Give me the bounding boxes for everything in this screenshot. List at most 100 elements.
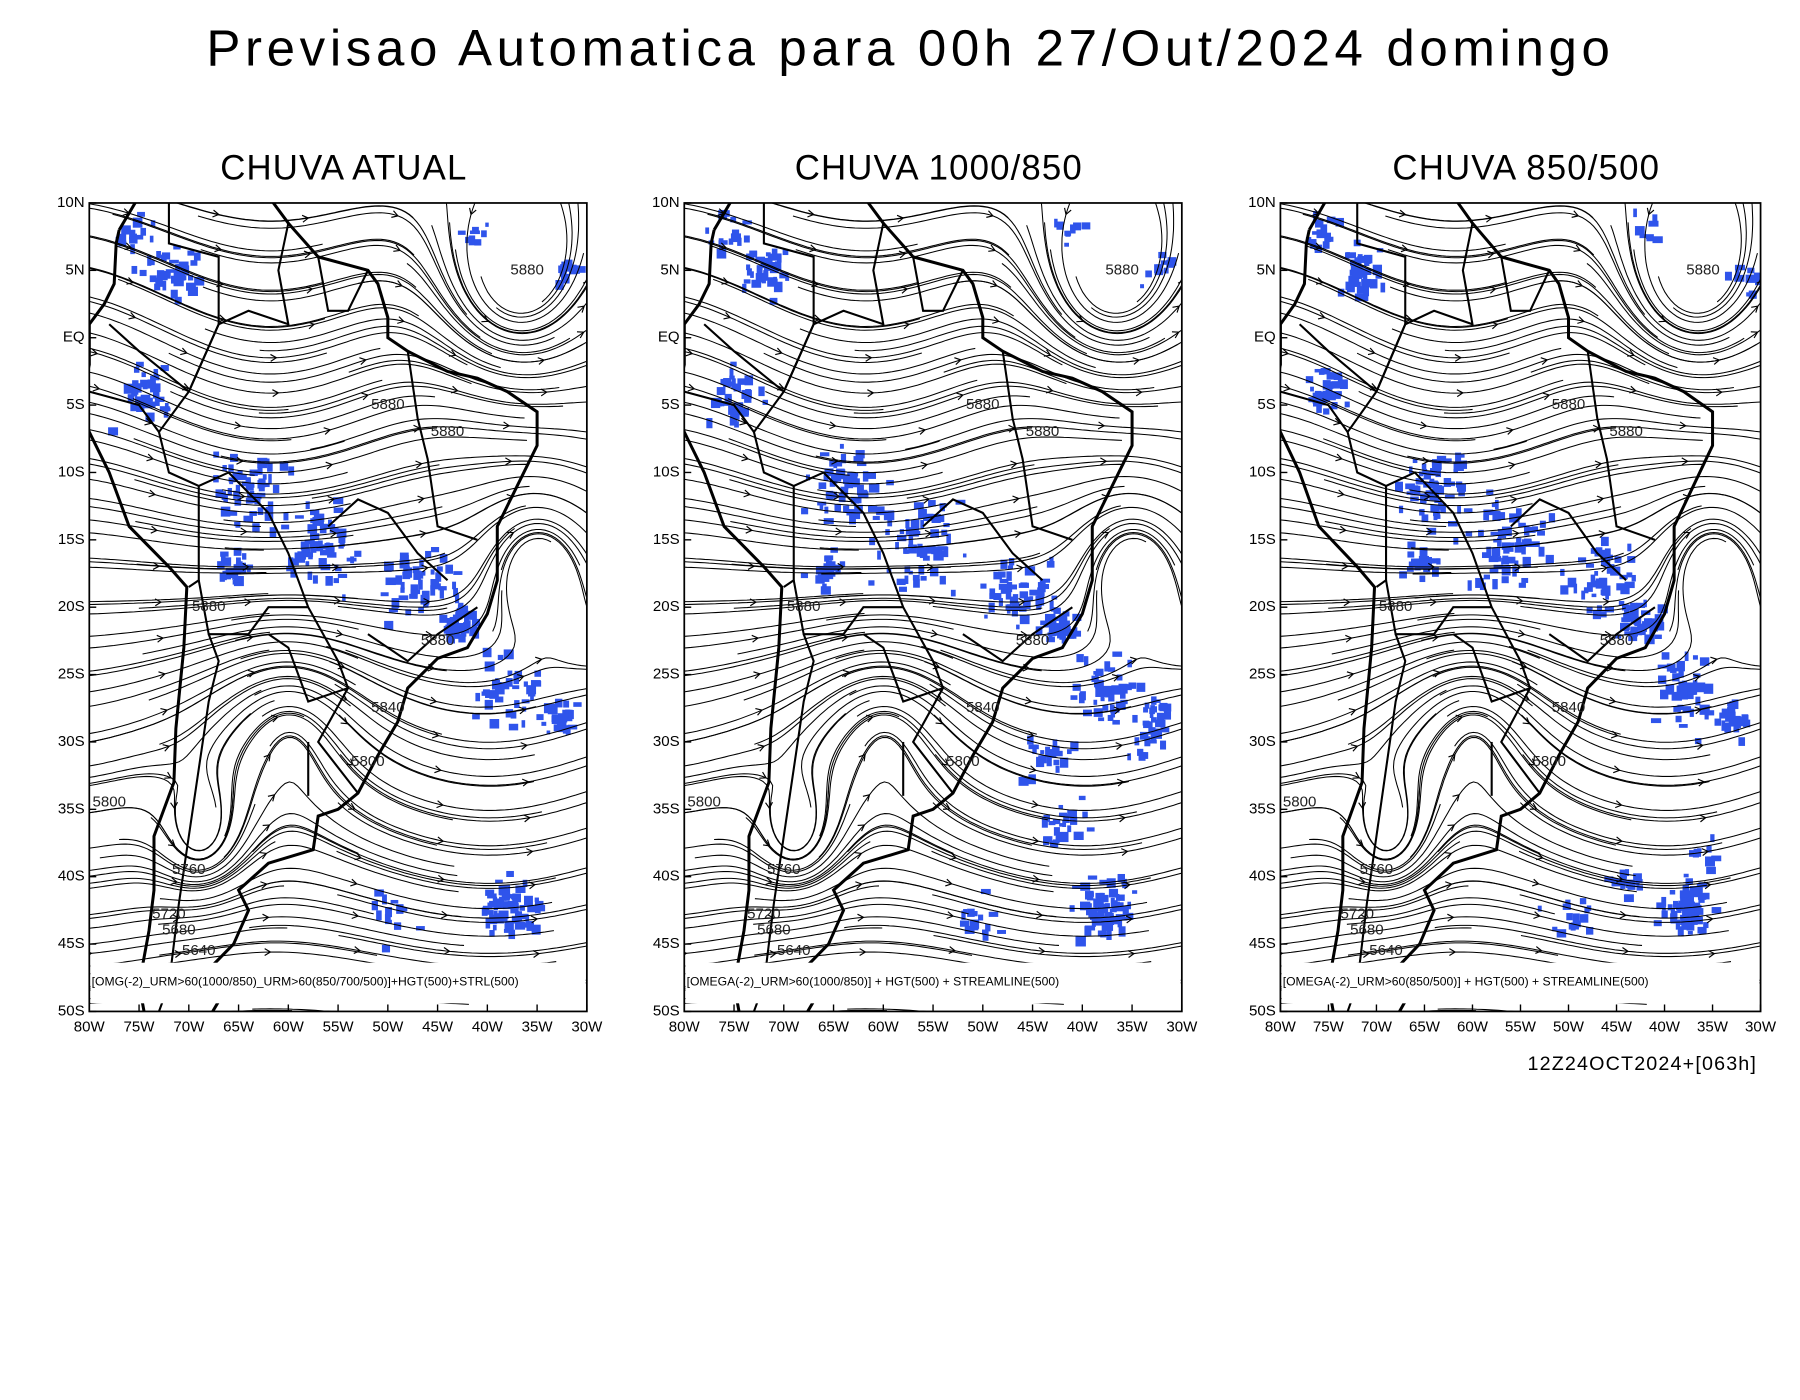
border — [1385, 580, 1492, 636]
rain-patch — [132, 217, 143, 228]
stream-arrow — [1404, 314, 1413, 323]
stream-arrow — [437, 874, 445, 883]
streamline — [1633, 249, 1761, 332]
stream-arrow — [1452, 793, 1460, 802]
streamline — [224, 710, 542, 837]
stream-arrow — [1423, 492, 1432, 501]
rain-patch — [227, 487, 232, 496]
stream-arrow — [75, 775, 81, 783]
rain-patch — [1024, 566, 1036, 576]
streamline — [89, 371, 436, 430]
stream-arrow — [146, 453, 155, 462]
border — [1500, 256, 1551, 312]
stream-arrow — [1531, 878, 1540, 887]
rain-patch — [1369, 279, 1378, 289]
rain-patch — [482, 647, 492, 658]
stream-arrow — [1514, 563, 1522, 572]
streamline — [1522, 754, 1761, 822]
rain-patch — [1351, 268, 1362, 278]
stream-arrow — [1756, 279, 1761, 288]
rain-patch — [737, 237, 742, 246]
rain-patch — [495, 696, 504, 703]
rain-patch — [1727, 707, 1731, 717]
stream-arrow — [1181, 129, 1189, 138]
contour-label: 5880 — [192, 598, 226, 615]
streamline — [99, 781, 455, 878]
streamline — [1280, 885, 1469, 920]
streamline — [1280, 641, 1540, 693]
rain-patch — [988, 602, 995, 613]
rain-patch — [132, 380, 139, 389]
stream-arrow — [1063, 207, 1072, 216]
lon-label: 55W — [323, 1019, 355, 1036]
streamline — [1409, 735, 1723, 858]
rain-patch — [156, 251, 161, 259]
rain-patch — [435, 572, 442, 582]
streamline — [684, 813, 1053, 883]
stream-arrow — [361, 392, 369, 401]
rain-patch — [390, 899, 399, 904]
stream-arrow — [1542, 392, 1551, 401]
rain-patch — [1098, 717, 1105, 722]
stream-arrow — [1722, 153, 1731, 162]
rain-patch — [1040, 750, 1045, 755]
rain-patch — [980, 583, 987, 589]
rain-patch — [1672, 673, 1680, 682]
streamline — [710, 245, 1088, 355]
rain-patch — [1049, 600, 1054, 611]
rain-patch — [1581, 590, 1586, 600]
rain-patch — [1105, 915, 1115, 926]
contour-label: 5880 — [510, 261, 544, 278]
rain-patch — [228, 477, 236, 483]
stream-arrow — [516, 674, 525, 682]
stream-arrow — [234, 421, 242, 430]
rain-patch — [939, 503, 947, 508]
streamline — [138, 528, 515, 609]
rain-patch — [1103, 920, 1114, 931]
rain-patch — [1421, 463, 1427, 470]
stream-arrow — [150, 525, 159, 534]
rain-patch — [121, 225, 131, 235]
caption-band — [685, 962, 1181, 1004]
streamline — [1280, 841, 1461, 889]
rain-patch — [1672, 910, 1678, 919]
rain-patch — [514, 910, 519, 918]
streamline — [1347, 675, 1711, 761]
rain-patch — [1678, 681, 1688, 690]
lat-label: 35S — [58, 800, 85, 817]
rain-patch — [751, 279, 762, 288]
stream-arrow — [1345, 634, 1353, 643]
rain-patch — [1702, 892, 1710, 900]
rain-patch — [325, 547, 335, 556]
rain-patch — [310, 509, 320, 516]
rain-patch — [929, 567, 939, 577]
rain-patch — [465, 236, 472, 244]
rain-patch — [325, 576, 333, 586]
rain-patch — [1652, 236, 1663, 244]
streamline — [89, 429, 255, 476]
rain-patch — [1419, 575, 1426, 583]
rain-patch — [314, 546, 324, 552]
rain-patch — [1660, 689, 1669, 700]
lat-label: 45S — [58, 935, 85, 952]
rain-patch — [849, 514, 856, 525]
rain-patch — [385, 577, 396, 586]
map-layer: 5880588058805880588058405800580057605720… — [684, 129, 1189, 1012]
rain-patch — [1058, 614, 1068, 623]
streamline — [1586, 263, 1761, 356]
rain-patch — [160, 254, 167, 262]
rain-patch — [1683, 873, 1689, 878]
rain-patch — [503, 928, 513, 933]
stream-arrow — [1449, 948, 1457, 957]
rain-patch — [318, 558, 327, 568]
rain-patch — [1029, 589, 1039, 596]
rain-patch — [1420, 493, 1427, 504]
rain-patch — [319, 519, 324, 526]
streamline — [89, 332, 472, 394]
streamline — [1669, 533, 1761, 632]
streamline — [224, 492, 587, 550]
stream-arrow — [1701, 848, 1710, 856]
stream-arrow — [1615, 800, 1623, 809]
rain-patch — [235, 484, 241, 494]
